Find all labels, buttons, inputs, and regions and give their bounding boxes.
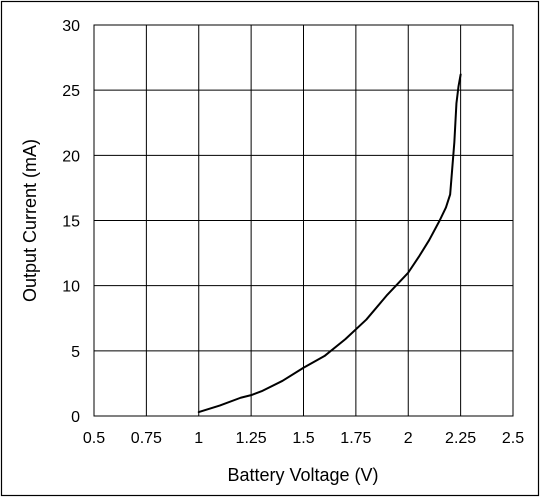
y-tick-label: 30 [62, 18, 80, 35]
tick-labels: 0.5 0.75 1 1.25 1.5 1.75 2 2.25 2.5 0 5 10 15 20 25 30 [62, 18, 524, 447]
x-tick-label: 1 [194, 430, 203, 447]
series-layer [197, 73, 462, 414]
y-tick-label: 25 [62, 83, 80, 100]
y-tick-label: 20 [62, 148, 80, 165]
y-tick-label: 5 [71, 344, 80, 361]
y-axis-label: Output Current (mA) [20, 139, 40, 302]
plot-area-frame [93, 24, 514, 417]
x-tick-label: 1.5 [292, 430, 314, 447]
x-tick-label: 1.75 [340, 430, 371, 447]
x-tick-label: 2 [404, 430, 413, 447]
x-tick-label: 0.5 [83, 430, 105, 447]
y-tick-label: 15 [62, 214, 80, 231]
grid [93, 24, 514, 417]
x-tick-label: 2.25 [445, 430, 476, 447]
y-tick-label: 0 [71, 409, 80, 426]
x-tick-label: 0.75 [131, 430, 162, 447]
y-tick-label: 10 [62, 279, 80, 296]
x-tick-label: 1.25 [236, 430, 267, 447]
x-axis-label: Battery Voltage (V) [227, 465, 378, 485]
series-line [197, 73, 462, 414]
x-tick-label: 2.5 [502, 430, 524, 447]
